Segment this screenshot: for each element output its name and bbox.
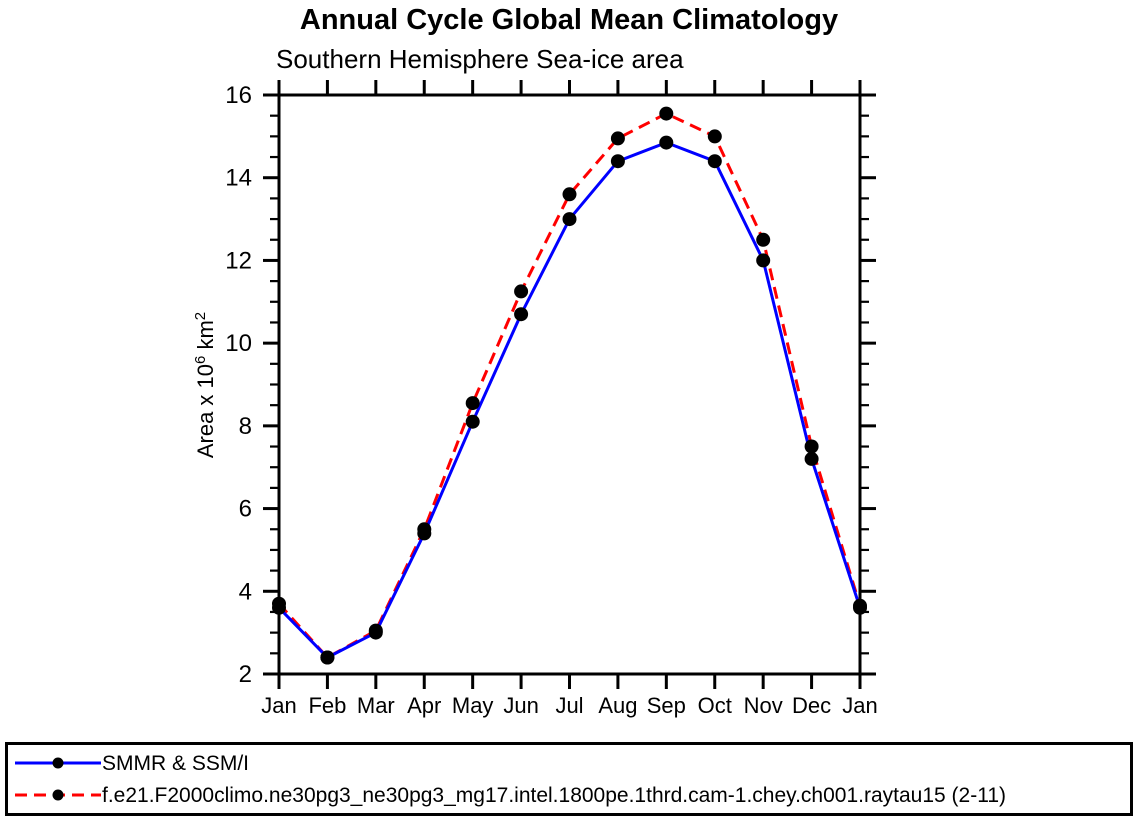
y-tick-label: 8 <box>239 413 252 440</box>
month-label: Jan <box>261 693 296 718</box>
y-tick-label: 2 <box>239 661 252 688</box>
data-point-marker <box>756 253 771 268</box>
data-point-marker <box>417 522 432 537</box>
data-point-marker <box>465 414 480 429</box>
month-label: Sep <box>647 693 686 718</box>
data-point-marker <box>272 596 286 611</box>
data-point-marker <box>659 106 674 121</box>
legend-line-sample-model <box>15 789 101 801</box>
legend-item-observation: SMMR & SSM/I <box>14 751 249 775</box>
data-point-marker <box>514 307 529 322</box>
legend-line-sample-observation <box>15 757 101 769</box>
data-point-marker <box>756 232 771 247</box>
y-tick-label: 12 <box>225 247 252 274</box>
month-label: Nov <box>744 693 783 718</box>
data-point-marker <box>610 154 625 169</box>
month-label: Jul <box>555 693 583 718</box>
y-tick-label: 14 <box>225 165 252 192</box>
data-point-marker <box>804 439 819 454</box>
legend-marker <box>52 789 64 801</box>
legend: SMMR & SSM/I f.e21.F2000climo.ne30pg3_ne… <box>5 742 1133 816</box>
data-point-marker <box>804 451 819 466</box>
data-point-marker <box>465 396 480 411</box>
month-label: Jun <box>503 693 538 718</box>
legend-label-observation: SMMR & SSM/I <box>102 751 250 775</box>
data-point-marker <box>707 129 722 144</box>
data-point-marker <box>562 187 577 202</box>
month-label: Oct <box>698 693 732 718</box>
y-tick-label: 16 <box>225 82 252 109</box>
month-label: Apr <box>407 693 441 718</box>
data-point-marker <box>368 623 383 638</box>
data-point-marker <box>853 598 867 613</box>
data-point-marker <box>514 284 529 299</box>
month-label: Mar <box>357 693 395 718</box>
y-tick-label: 10 <box>225 330 252 357</box>
chart-title: Annual Cycle Global Mean Climatology <box>299 4 839 36</box>
y-tick-label: 6 <box>239 496 252 523</box>
chart-subtitle: Southern Hemisphere Sea-ice area <box>276 44 684 74</box>
month-label: Jan <box>842 693 877 718</box>
legend-item-model: f.e21.F2000climo.ne30pg3_ne30pg3_mg17.in… <box>14 783 1006 807</box>
month-label: Aug <box>598 693 637 718</box>
data-point-marker <box>659 135 674 150</box>
y-axis-label: Area x 106 km2 <box>192 312 218 458</box>
month-label: May <box>452 693 494 718</box>
month-label: Feb <box>308 693 346 718</box>
legend-marker <box>52 757 64 769</box>
y-tick-label: 4 <box>239 578 252 605</box>
chart-canvas: 2 4 6 8 10 12 14 16 Jan Feb Mar Apr May Jun Jul Aug Sep O… <box>192 80 878 718</box>
legend-label-model: f.e21.F2000climo.ne30pg3_ne30pg3_mg17.in… <box>102 783 1007 807</box>
month-label: Dec <box>792 693 831 718</box>
data-point-marker <box>320 650 335 665</box>
data-point-marker <box>562 212 577 227</box>
data-point-marker <box>707 154 722 169</box>
axis-frame <box>277 93 862 676</box>
data-point-marker <box>610 131 625 146</box>
